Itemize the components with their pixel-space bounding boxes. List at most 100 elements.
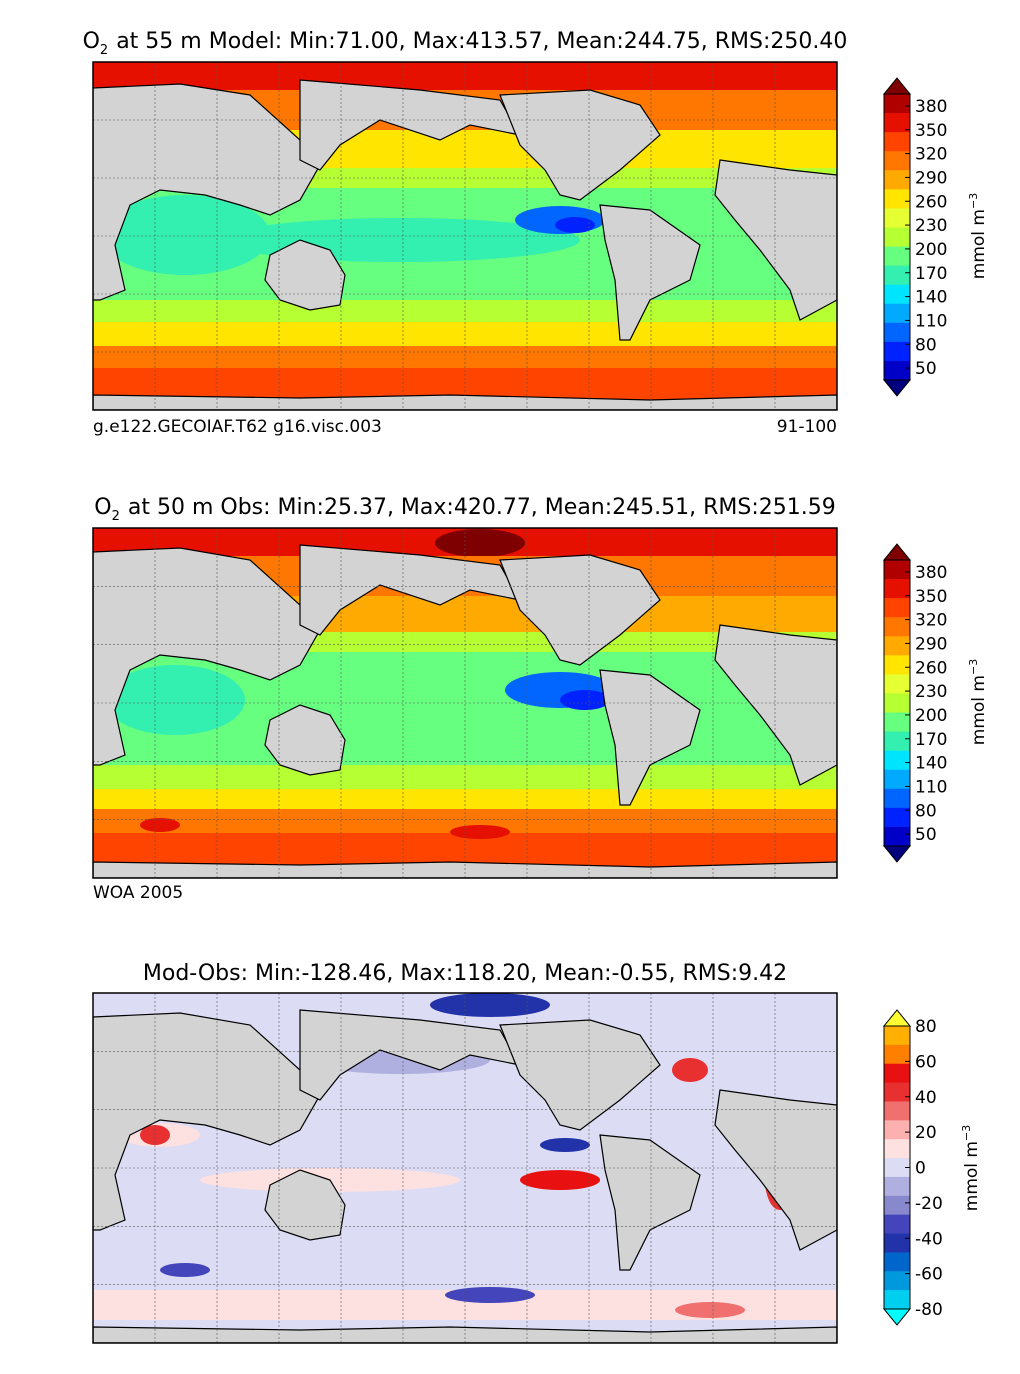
colorbar-segment xyxy=(884,1044,910,1065)
australia xyxy=(264,1169,346,1241)
colorbar-segment xyxy=(884,227,910,248)
eurasia-africa-west xyxy=(93,83,321,301)
colorbar-tick-label: 380 xyxy=(915,97,947,117)
colorbar-segment xyxy=(884,1195,910,1216)
colorbar-tick-label: 230 xyxy=(915,216,947,236)
panel-title: Mod-Obs: Min:-128.46, Max:118.20, Mean:-… xyxy=(143,961,787,986)
title-subscript: 2 xyxy=(100,43,108,58)
colorbar-segment xyxy=(884,1176,910,1197)
colorbar-tick-label: 320 xyxy=(915,611,947,631)
south-america xyxy=(599,1134,701,1271)
colorbar-segment xyxy=(884,208,910,228)
colorbar-segment xyxy=(884,341,910,362)
colorbar-segment xyxy=(884,655,910,675)
colorbar-segment xyxy=(884,712,910,733)
indian-ocean-tropics xyxy=(105,665,245,735)
colorbar-extend-min xyxy=(882,1308,912,1326)
grid-lines xyxy=(93,62,837,410)
grid-lines xyxy=(93,528,837,878)
panel-title: O2 at 50 m Obs: Min:25.37, Max:420.77, Me… xyxy=(94,495,836,524)
north-america xyxy=(499,554,661,666)
colorbar-extend-min xyxy=(882,845,912,863)
colorbar-segment xyxy=(884,1290,910,1310)
colorbar-segment xyxy=(884,132,910,152)
colorbar-segment xyxy=(884,1101,910,1121)
caption-left: WOA 2005 xyxy=(93,883,183,903)
title-species: O xyxy=(94,495,111,520)
colorbar-exponent: −3 xyxy=(960,1125,973,1141)
colorbar-segment xyxy=(884,693,910,714)
colorbar-segment xyxy=(884,617,910,637)
colorbar-segment xyxy=(884,170,910,190)
colorbar-segment xyxy=(884,750,910,771)
title-subscript: 2 xyxy=(112,509,120,524)
asia-east xyxy=(299,1009,522,1101)
colorbar-segment xyxy=(884,265,910,286)
colorbar-unit: mmol m xyxy=(969,209,989,279)
arctic-negative xyxy=(430,993,550,1017)
colorbar-segment xyxy=(884,1158,910,1178)
colorbar-segment xyxy=(884,1233,910,1253)
east-pacific-omz-core xyxy=(555,217,595,233)
colorbar-segment xyxy=(884,322,910,343)
colorbar-segment xyxy=(884,303,910,324)
colorbar-frame xyxy=(883,93,911,381)
colorbar-tick-label: 230 xyxy=(915,682,947,702)
map-frame xyxy=(92,992,838,1344)
southern-max-1 xyxy=(140,818,180,832)
colorbar-segment xyxy=(884,113,910,133)
panel-title: O2 at 55 m Model: Min:71.00, Max:413.57, … xyxy=(83,29,848,58)
map-frame xyxy=(92,527,838,879)
colorbar-tick-label: 140 xyxy=(915,754,947,774)
map-field xyxy=(93,993,837,1343)
colorbar-tick-label: 170 xyxy=(915,730,947,750)
colorbar-tick-label: -40 xyxy=(915,1229,943,1249)
colorbar-segment xyxy=(884,636,910,656)
north-america xyxy=(499,89,661,201)
colorbar-exponent: −3 xyxy=(967,193,980,209)
australia xyxy=(264,704,346,776)
colorbar: 80 60 40 20 0 -20 -40 -60 -80 xyxy=(882,1009,943,1326)
colorbar-tick-label: 110 xyxy=(915,777,947,797)
colorbar-extend-max xyxy=(882,543,912,561)
colorbar-tick-label: 80 xyxy=(915,801,937,821)
colorbar-tick-label: 50 xyxy=(915,359,937,379)
australia xyxy=(264,239,346,311)
colorbar-exponent: −3 xyxy=(967,659,980,675)
colorbar-segment xyxy=(884,284,910,305)
colorbar-segment xyxy=(884,1252,910,1272)
colorbar-tick-label: 40 xyxy=(915,1088,937,1108)
africa xyxy=(714,159,837,321)
colorbar-unit: mmol m xyxy=(962,1141,982,1211)
colorbar-segment xyxy=(884,360,910,381)
east-pacific-dipole-neg xyxy=(540,1138,590,1152)
land xyxy=(93,1009,837,1343)
colorbar-extend-min xyxy=(882,379,912,397)
colorbar-label: mmol m−3 xyxy=(967,659,989,745)
grid-lines xyxy=(93,993,837,1343)
colorbar-tick-label: -80 xyxy=(915,1300,943,1320)
south-america xyxy=(599,669,701,806)
colorbar-tick-label: -60 xyxy=(915,1265,943,1285)
colorbar-tick-label: 290 xyxy=(915,168,947,188)
map-frame xyxy=(92,61,838,411)
colorbar-tick-label: 110 xyxy=(915,311,947,331)
colorbar-tick-label: 50 xyxy=(915,825,937,845)
southern-negative-1 xyxy=(445,1287,535,1303)
colorbar-tick-label: 20 xyxy=(915,1123,937,1143)
colorbar-tick-label: 200 xyxy=(915,706,947,726)
north-america xyxy=(499,1019,661,1131)
colorbar-segment xyxy=(884,674,910,694)
colorbar-segment xyxy=(884,1082,910,1102)
colorbar-tick-label: 80 xyxy=(915,1017,937,1037)
africa xyxy=(714,1089,837,1251)
eurasia-africa-west xyxy=(93,547,321,766)
title-rest: at 55 m Model: Min:71.00, Max:413.57, Me… xyxy=(116,29,847,54)
colorbar-segment xyxy=(884,1139,910,1159)
colorbar: 380 350 320 290 260 230 200 170 140 110 80 50 xyxy=(882,77,947,397)
colorbar-segment xyxy=(884,246,910,267)
band-south-high xyxy=(93,346,837,368)
colorbar-extend-max xyxy=(882,77,912,95)
title-species: O xyxy=(83,29,100,54)
